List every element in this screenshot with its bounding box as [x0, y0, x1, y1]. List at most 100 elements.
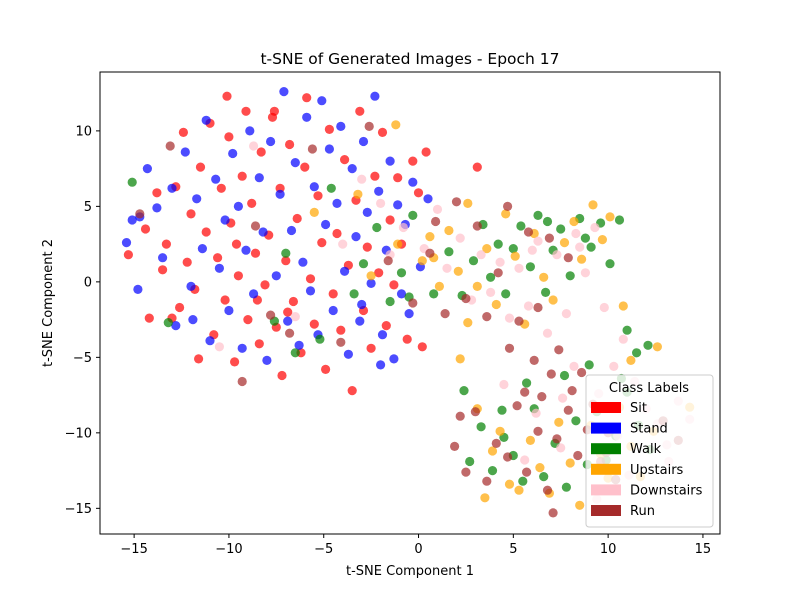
data-point	[575, 242, 585, 252]
data-point	[309, 319, 319, 329]
data-point	[186, 209, 196, 219]
data-point	[580, 233, 591, 243]
data-point	[315, 334, 325, 344]
data-point	[588, 200, 598, 210]
data-point	[442, 263, 452, 273]
data-point	[455, 411, 465, 421]
data-point	[180, 147, 190, 157]
data-point	[561, 482, 572, 492]
data-point	[298, 257, 308, 267]
data-point	[482, 476, 492, 486]
data-point	[358, 259, 369, 269]
data-point	[614, 215, 625, 225]
data-point	[214, 342, 224, 352]
data-point	[197, 244, 207, 254]
data-point	[493, 268, 503, 278]
data-point	[347, 164, 357, 174]
data-point	[643, 340, 653, 350]
data-point	[364, 121, 374, 131]
data-point	[503, 201, 513, 211]
data-point	[324, 124, 334, 134]
data-point	[396, 268, 407, 278]
data-point	[565, 271, 575, 281]
data-point	[340, 266, 350, 276]
data-point	[286, 225, 297, 236]
data-point	[501, 209, 511, 219]
data-point	[486, 287, 496, 297]
data-point	[516, 221, 526, 231]
data-point	[241, 106, 251, 116]
data-point	[269, 106, 279, 116]
data-point	[347, 386, 357, 396]
data-point	[317, 96, 327, 106]
data-point	[332, 228, 342, 239]
data-point	[262, 355, 272, 365]
data-point	[495, 257, 505, 267]
data-point	[542, 328, 553, 338]
data-point	[228, 148, 238, 159]
legend-label-walk: Walk	[630, 442, 662, 457]
data-point	[393, 173, 403, 183]
data-point	[258, 227, 268, 237]
data-point	[254, 339, 264, 349]
data-point	[480, 493, 490, 503]
data-point	[211, 174, 221, 184]
data-point	[546, 369, 556, 379]
data-point	[205, 336, 215, 346]
data-point	[343, 349, 353, 359]
legend-label-run: Run	[630, 504, 655, 519]
legend-swatch-stand	[591, 422, 621, 434]
data-point	[520, 455, 530, 465]
data-point	[487, 446, 498, 456]
data-point	[539, 272, 549, 282]
data-point	[158, 265, 168, 275]
data-point	[216, 183, 226, 193]
data-point	[518, 476, 528, 486]
data-point	[398, 222, 408, 233]
data-point	[539, 472, 549, 482]
data-point	[309, 182, 319, 192]
data-point	[525, 262, 536, 272]
data-point	[188, 315, 198, 325]
series-stand	[121, 87, 433, 370]
data-point	[290, 348, 300, 358]
data-point	[487, 466, 498, 476]
data-point	[256, 147, 266, 157]
data-point	[434, 281, 444, 291]
data-point	[586, 242, 596, 252]
data-point	[338, 239, 348, 249]
data-point	[201, 227, 211, 237]
data-point	[632, 348, 642, 358]
data-point	[127, 215, 137, 225]
data-point	[377, 330, 388, 340]
data-point	[266, 136, 276, 147]
data-point	[533, 302, 543, 313]
data-point	[554, 345, 564, 355]
data-point	[224, 132, 234, 142]
x-axis-label: t-SNE Component 1	[346, 564, 474, 579]
data-point	[541, 287, 551, 297]
legend-swatch-sit	[591, 402, 621, 413]
data-point	[563, 405, 573, 415]
data-point	[161, 239, 171, 249]
data-point	[391, 120, 401, 130]
data-point	[376, 198, 386, 208]
data-point	[165, 141, 175, 151]
data-point	[522, 467, 532, 477]
data-point	[224, 305, 234, 316]
data-point	[186, 281, 196, 291]
data-point	[514, 263, 524, 273]
data-point	[573, 450, 583, 461]
data-point	[504, 343, 515, 353]
data-point	[605, 259, 615, 269]
data-point	[565, 458, 575, 468]
data-point	[432, 204, 443, 214]
y-tick-label: −15	[65, 502, 92, 517]
data-point	[561, 309, 572, 319]
y-tick-label: −5	[73, 351, 92, 366]
data-point	[290, 312, 300, 322]
data-point	[374, 186, 384, 196]
legend: Class Labels Sit Stand Walk Upstairs Downsta…	[585, 374, 714, 528]
data-point	[237, 376, 247, 387]
data-point	[377, 127, 388, 137]
